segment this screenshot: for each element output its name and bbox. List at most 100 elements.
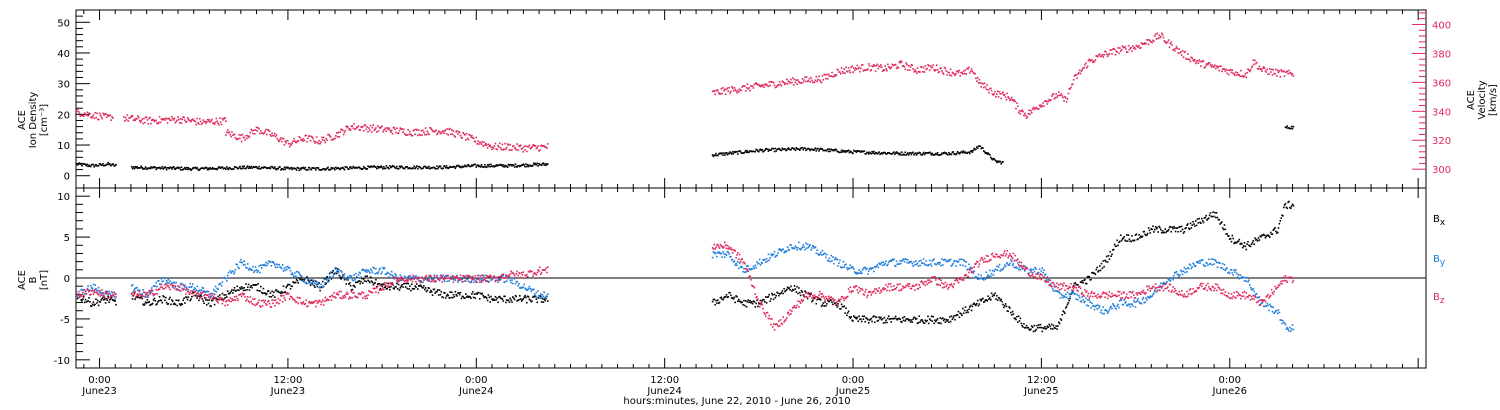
- density-point: [298, 169, 300, 172]
- bx-point: [771, 292, 773, 295]
- by-point: [881, 264, 884, 267]
- by-point: [778, 248, 781, 250]
- velocity-point: [1006, 92, 1009, 95]
- bx-point: [486, 299, 489, 302]
- velocity-point: [1187, 58, 1190, 61]
- by-point: [90, 287, 93, 289]
- bx-point: [986, 299, 989, 302]
- velocity-tick-label: 340: [1432, 107, 1451, 118]
- by-point: [740, 265, 743, 268]
- by-point: [416, 276, 418, 279]
- velocity-point: [1100, 55, 1103, 57]
- velocity-point: [461, 137, 464, 139]
- by-point: [1141, 298, 1144, 300]
- density-point: [733, 150, 736, 153]
- by-point: [401, 276, 403, 279]
- by-point: [1133, 301, 1136, 303]
- bx-point: [754, 306, 757, 308]
- by-point: [825, 256, 827, 259]
- velocity-point: [962, 70, 965, 73]
- by-point: [148, 290, 150, 292]
- bz-point: [161, 286, 164, 289]
- by-point: [1174, 271, 1177, 274]
- by-point: [908, 262, 910, 264]
- bx-point: [199, 294, 202, 296]
- by-point: [715, 252, 717, 254]
- by-point: [205, 290, 208, 293]
- density-point: [79, 163, 82, 165]
- velocity-point: [969, 72, 971, 74]
- by-point: [935, 263, 937, 266]
- bx-point: [892, 318, 894, 320]
- velocity-point: [1235, 74, 1238, 76]
- by-point: [222, 277, 225, 279]
- density-point: [996, 161, 998, 164]
- bx-point: [240, 288, 242, 290]
- bx-point: [275, 289, 278, 291]
- velocity-point: [460, 136, 463, 139]
- velocity-point: [908, 65, 910, 67]
- by-point: [206, 290, 209, 293]
- velocity-point: [1056, 96, 1058, 99]
- by-point: [101, 294, 103, 297]
- density-point: [840, 149, 843, 152]
- by-point: [1018, 266, 1021, 269]
- bz-point: [140, 297, 143, 300]
- velocity-point: [154, 119, 157, 122]
- bx-point: [789, 289, 791, 291]
- by-point: [1257, 296, 1260, 299]
- velocity-point: [860, 67, 862, 70]
- by-point: [1253, 290, 1255, 293]
- velocity-point: [1209, 64, 1212, 66]
- bx-point: [1141, 235, 1144, 238]
- by-point: [358, 271, 361, 274]
- bx-point: [287, 283, 289, 286]
- velocity-point: [446, 128, 449, 130]
- velocity-point: [531, 146, 533, 148]
- density-point: [850, 151, 852, 153]
- bx-point: [1286, 207, 1289, 210]
- density-point: [921, 154, 923, 156]
- bx-point: [1208, 217, 1210, 219]
- bx-point: [512, 296, 514, 298]
- velocity-point: [536, 146, 539, 149]
- bx-point: [309, 284, 312, 286]
- bx-point: [938, 322, 941, 324]
- density-point: [384, 167, 387, 170]
- by-point: [766, 260, 769, 262]
- velocity-point: [362, 130, 365, 132]
- bx-point: [801, 291, 804, 293]
- density-point: [323, 168, 326, 170]
- density-point: [337, 167, 340, 169]
- velocity-point: [924, 65, 927, 67]
- bx-point: [865, 317, 867, 319]
- velocity-point: [1094, 59, 1097, 61]
- velocity-point: [1194, 58, 1196, 61]
- density-point: [523, 164, 525, 166]
- top-panel-points: [76, 32, 1295, 172]
- bx-point: [492, 299, 494, 301]
- velocity-point: [994, 90, 996, 93]
- by-point: [1139, 302, 1141, 305]
- bx-point: [521, 299, 524, 301]
- velocity-point: [793, 78, 796, 81]
- by-point: [1129, 305, 1132, 308]
- velocity-point: [168, 117, 170, 120]
- bx-point: [1258, 239, 1261, 241]
- bx-point: [369, 276, 372, 278]
- bx-point: [881, 317, 884, 320]
- by-point: [1219, 262, 1221, 265]
- by-point: [156, 285, 158, 288]
- velocity-point: [989, 87, 991, 90]
- density-point: [880, 152, 883, 154]
- density-point: [899, 152, 901, 155]
- velocity-point: [869, 69, 872, 72]
- velocity-point: [724, 93, 727, 96]
- velocity-point: [1103, 53, 1105, 56]
- bx-point: [1082, 281, 1084, 284]
- velocity-point: [1005, 98, 1008, 101]
- bz-point: [115, 295, 117, 298]
- bx-point: [200, 295, 203, 298]
- bx-point: [301, 279, 303, 281]
